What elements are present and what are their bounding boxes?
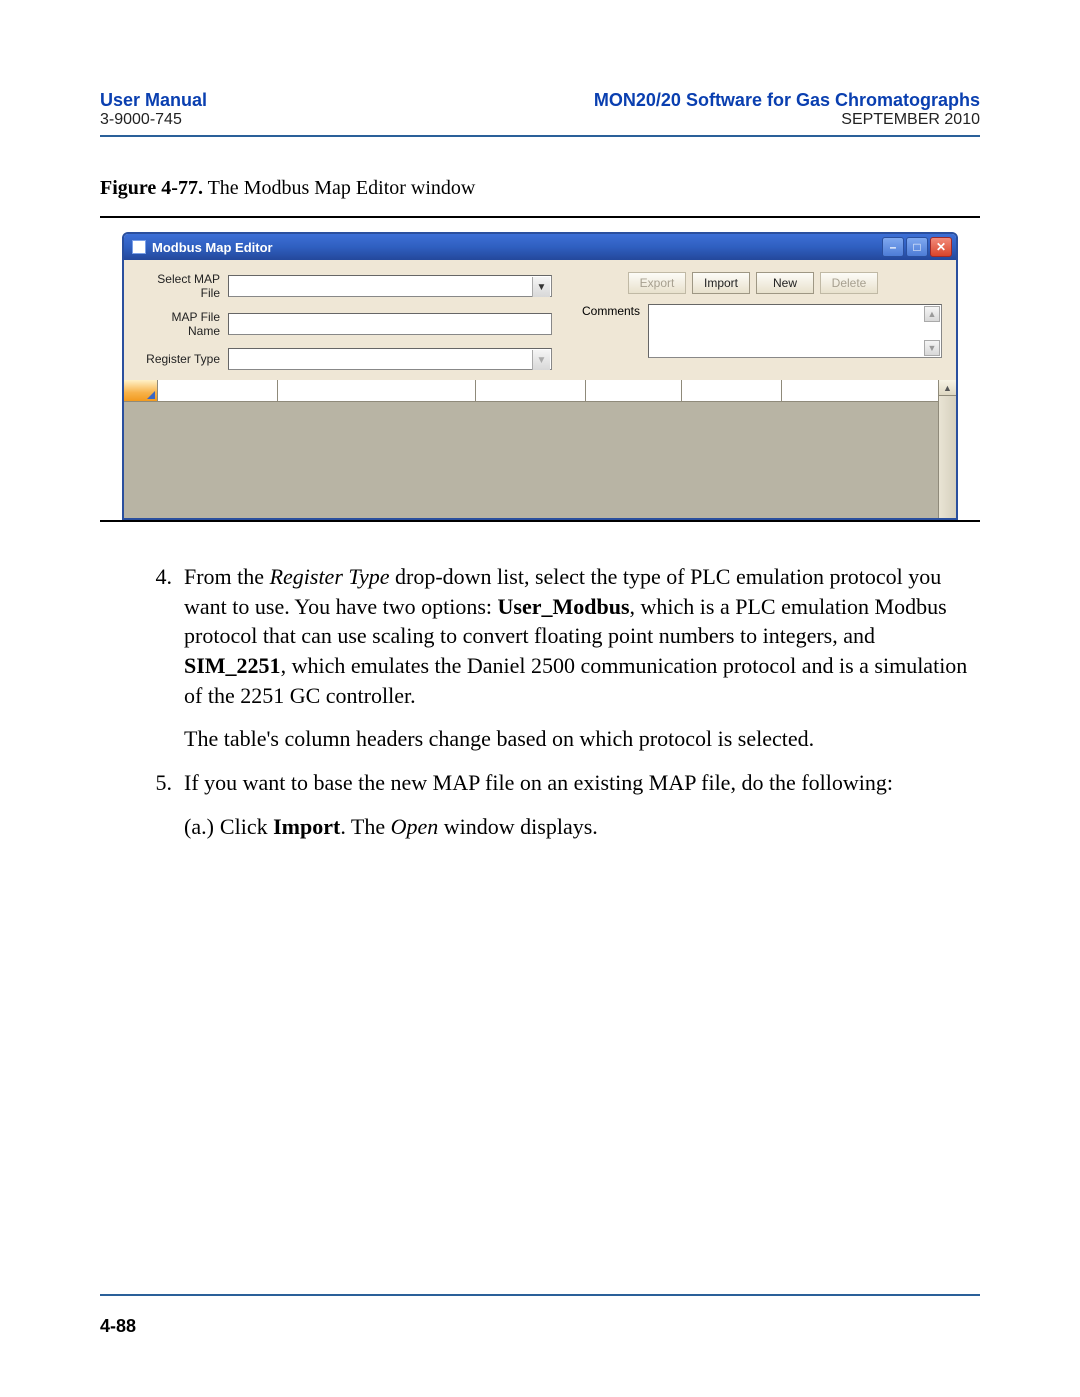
figure-caption: Figure 4-77. The Modbus Map Editor windo… bbox=[100, 177, 980, 200]
select-map-combo[interactable]: ▼ bbox=[228, 275, 552, 297]
header-right-title: MON20/20 Software for Gas Chromatographs bbox=[594, 90, 980, 111]
sub-item-a: (a.) Click Import. The Open window displ… bbox=[184, 812, 980, 842]
body-text: 4. From the Register Type drop-down list… bbox=[100, 562, 980, 842]
comments-textarea[interactable]: ▲ ▼ bbox=[648, 304, 942, 358]
window-title: Modbus Map Editor bbox=[152, 240, 273, 255]
text: . The bbox=[340, 814, 390, 839]
figure-frame: Modbus Map Editor – □ ✕ Select MAP File … bbox=[100, 216, 980, 522]
import-button[interactable]: Import bbox=[692, 272, 750, 294]
header-right-sub: SEPTEMBER 2010 bbox=[594, 111, 980, 129]
label-select-map: Select MAP File bbox=[138, 272, 228, 300]
data-grid[interactable]: ▲ bbox=[124, 380, 956, 518]
list-item-5: 5. If you want to base the new MAP file … bbox=[100, 768, 980, 841]
label-register-type: Register Type bbox=[138, 352, 228, 366]
map-name-input[interactable] bbox=[228, 313, 552, 335]
list-item-4: 4. From the Register Type drop-down list… bbox=[100, 562, 980, 754]
export-button[interactable]: Export bbox=[628, 272, 686, 294]
list-number: 4. bbox=[100, 562, 184, 754]
list-number: 5. bbox=[100, 768, 184, 841]
grid-cell[interactable] bbox=[476, 380, 586, 401]
app-icon bbox=[132, 240, 146, 254]
grid-cell[interactable] bbox=[586, 380, 682, 401]
text: Click bbox=[220, 814, 273, 839]
text: window displays. bbox=[438, 814, 598, 839]
text-italic: Open bbox=[391, 814, 439, 839]
row-header-cell[interactable] bbox=[124, 380, 158, 401]
header-left-title: User Manual bbox=[100, 90, 207, 111]
grid-scrollbar[interactable]: ▲ bbox=[938, 380, 956, 518]
grid-cell[interactable] bbox=[158, 380, 278, 401]
text-bold: Import bbox=[273, 814, 340, 839]
paragraph: The table's column headers change based … bbox=[184, 724, 980, 754]
register-type-combo[interactable]: ▼ bbox=[228, 348, 552, 370]
label-comments: Comments bbox=[582, 304, 648, 318]
sub-label: (a.) bbox=[184, 812, 220, 842]
text: From the bbox=[184, 564, 270, 589]
maximize-button[interactable]: □ bbox=[906, 237, 928, 257]
scroll-down-icon[interactable]: ▼ bbox=[924, 340, 940, 356]
chevron-down-icon: ▼ bbox=[532, 350, 550, 370]
new-button[interactable]: New bbox=[756, 272, 814, 294]
text-bold: SIM_2251 bbox=[184, 653, 281, 678]
text-bold: User_Modbus bbox=[498, 594, 630, 619]
figure-caption-text: The Modbus Map Editor window bbox=[208, 177, 476, 199]
text: , which emulates the Daniel 2500 communi… bbox=[184, 653, 967, 708]
grid-cell[interactable] bbox=[278, 380, 476, 401]
grid-cell[interactable] bbox=[782, 380, 956, 401]
scroll-up-icon[interactable]: ▲ bbox=[939, 380, 956, 396]
page-number: 4-88 bbox=[100, 1316, 136, 1336]
delete-button[interactable]: Delete bbox=[820, 272, 878, 294]
grid-cell[interactable] bbox=[682, 380, 782, 401]
label-map-name: MAP File Name bbox=[138, 310, 228, 338]
page-header: User Manual 3-9000-745 MON20/20 Software… bbox=[100, 90, 980, 137]
text: If you want to base the new MAP file on … bbox=[184, 770, 893, 795]
close-button[interactable]: ✕ bbox=[930, 237, 952, 257]
modbus-window: Modbus Map Editor – □ ✕ Select MAP File … bbox=[122, 232, 958, 520]
table-row[interactable] bbox=[124, 380, 956, 402]
chevron-down-icon[interactable]: ▼ bbox=[532, 277, 550, 297]
window-body: Select MAP File ▼ MAP File Name Register… bbox=[124, 260, 956, 518]
text-italic: Register Type bbox=[270, 564, 390, 589]
window-titlebar[interactable]: Modbus Map Editor – □ ✕ bbox=[124, 234, 956, 260]
header-left-sub: 3-9000-745 bbox=[100, 111, 207, 129]
minimize-button[interactable]: – bbox=[882, 237, 904, 257]
page-footer: 4-88 bbox=[100, 1294, 980, 1337]
scroll-up-icon[interactable]: ▲ bbox=[924, 306, 940, 322]
figure-label: Figure 4-77. bbox=[100, 177, 203, 199]
